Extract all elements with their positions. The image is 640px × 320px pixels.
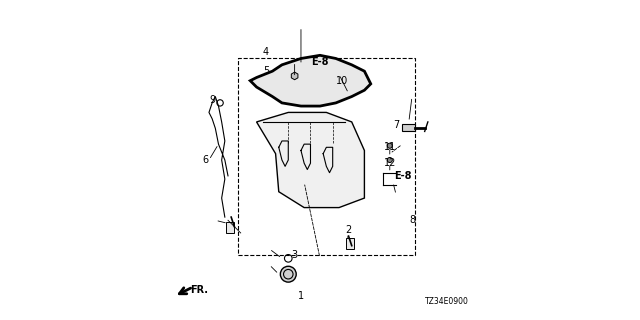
Text: FR.: FR.	[190, 285, 208, 295]
Text: 10: 10	[336, 76, 348, 86]
Text: 5: 5	[263, 66, 269, 76]
Text: 11: 11	[383, 142, 396, 152]
Circle shape	[387, 157, 392, 163]
Text: TZ34E0900: TZ34E0900	[425, 297, 469, 306]
Text: 2: 2	[346, 225, 351, 235]
Text: 9: 9	[209, 95, 215, 105]
Polygon shape	[250, 55, 371, 106]
Text: 6: 6	[203, 155, 209, 165]
Bar	[237, 59, 415, 255]
Bar	[227, 222, 234, 233]
Polygon shape	[257, 112, 364, 208]
Text: 12: 12	[383, 158, 396, 168]
Text: 4: 4	[263, 47, 269, 57]
Circle shape	[280, 266, 296, 282]
Bar	[346, 238, 354, 249]
Text: 3: 3	[292, 250, 298, 260]
Circle shape	[387, 143, 392, 148]
Text: 8: 8	[409, 215, 415, 225]
Bar	[403, 124, 415, 132]
Text: 7: 7	[393, 120, 399, 130]
Text: E-8: E-8	[311, 57, 329, 67]
Text: E-8: E-8	[394, 171, 412, 181]
Text: 1: 1	[298, 292, 304, 301]
